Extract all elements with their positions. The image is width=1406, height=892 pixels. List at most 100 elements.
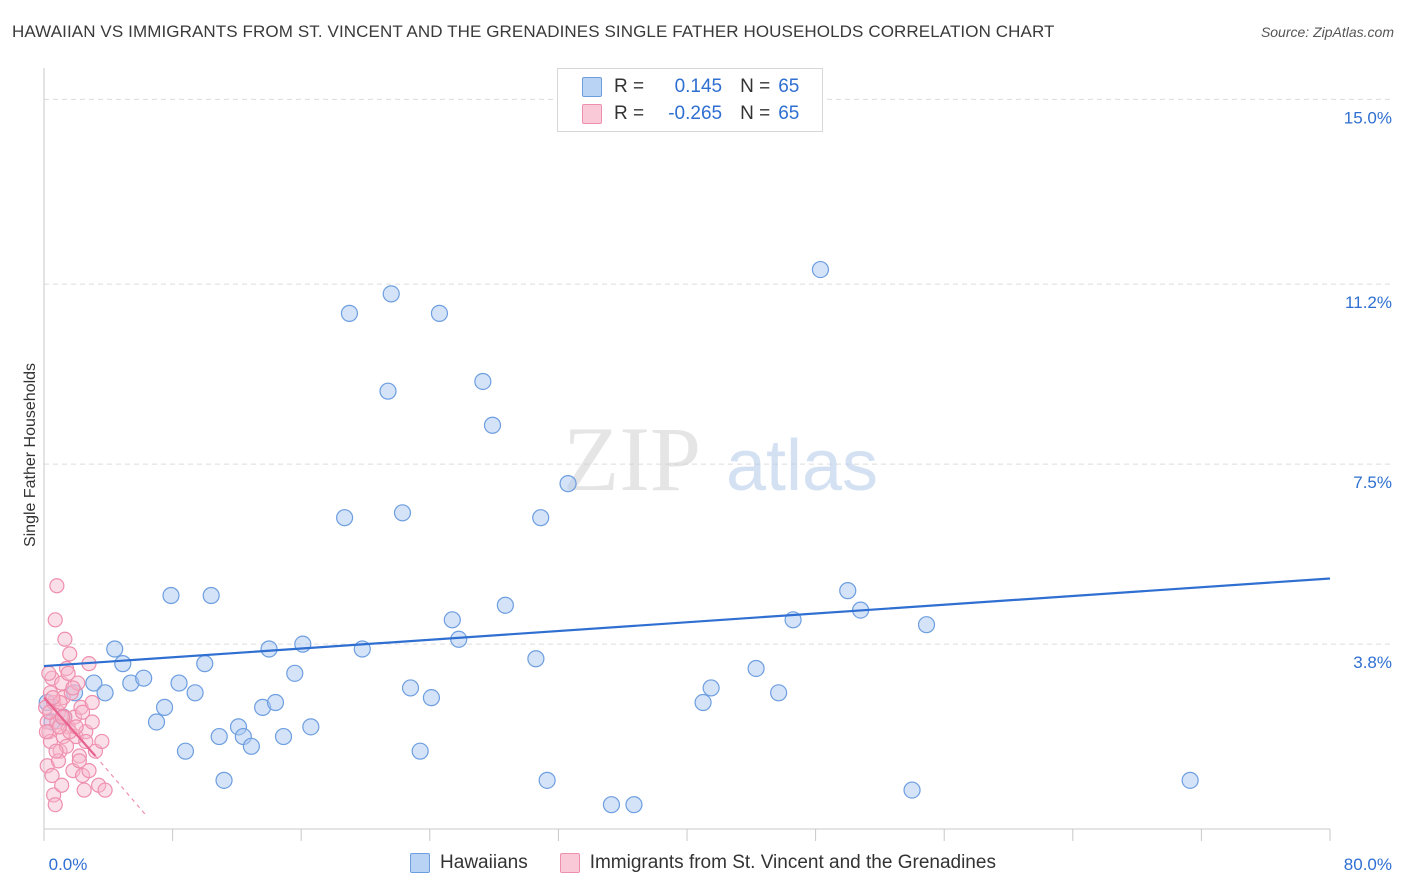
watermark-zip: ZIP [563, 408, 701, 510]
immigrants-point [74, 704, 91, 720]
immigrants-point [84, 694, 100, 711]
chart-title: HAWAIIAN VS IMMIGRANTS FROM ST. VINCENT … [12, 22, 1055, 41]
hawaiians-trend-line [43, 577, 1331, 668]
immigrants-point [60, 665, 76, 681]
hawaiians-point [382, 285, 400, 303]
legend-n-value: 65 [778, 76, 800, 97]
watermark: ZIP atlas [563, 408, 878, 510]
hawaiians-point [430, 304, 449, 322]
axis-labels: 3.8% 7.5% 11.2% 15.0% 0.0% 80.0% Single Father… [22, 108, 1392, 874]
series-legend: Hawaiians Immigrants from St. Vincent an… [0, 852, 1406, 874]
hawaiians-point [527, 650, 545, 668]
immigrants-point [42, 704, 58, 720]
legend-n-label: N = [740, 103, 771, 124]
immigrants-point [97, 782, 113, 798]
immigrants-point [47, 612, 63, 628]
hawaiians-point [170, 674, 188, 692]
series-legend-immigrants: Immigrants from St. Vincent and the Gren… [559, 852, 996, 874]
immigrants-point [57, 631, 73, 647]
hawaiians-point [162, 586, 180, 605]
immigrants-point [50, 753, 67, 769]
legend-n-label: N = [740, 76, 771, 97]
legend-row-hawaiians: R = 0.145 N = 65 [582, 74, 817, 100]
hawaiians-point [196, 655, 214, 673]
hawaiians-point [96, 684, 114, 702]
legend-swatch-blue [582, 77, 602, 97]
immigrants-trend-line [43, 696, 97, 757]
hawaiians-point [135, 669, 153, 687]
legend-swatch-pink [582, 104, 602, 124]
y-axis-title: Single Father Households [22, 363, 39, 547]
hawaiians-point [559, 475, 577, 493]
legend-r-label: R = [614, 76, 645, 97]
hawaiians-point [260, 640, 278, 658]
hawaiians-point [811, 260, 830, 279]
source-credit: Source: ZipAtlas.com [1260, 24, 1394, 40]
series-label-immigrants: Immigrants from St. Vincent and the Gren… [589, 852, 996, 873]
hawaiians-point [839, 582, 857, 600]
hawaiians-point [903, 781, 921, 799]
series-label-hawaiians: Hawaiians [440, 852, 528, 873]
immigrants-point [62, 646, 78, 662]
hawaiians-point [538, 771, 556, 789]
hawaiians-point [336, 509, 354, 527]
series-swatch-pink [559, 853, 580, 873]
immigrants-point [51, 719, 67, 735]
immigrants-point [41, 665, 57, 681]
hawaiians-point [274, 727, 293, 746]
immigrants-point [44, 767, 60, 784]
hawaiians-point [176, 742, 195, 760]
x-tick-label-max: 80.0% [1344, 855, 1392, 874]
hawaiians-point [186, 684, 204, 702]
legend-row-immigrants: R = -0.265 N = 65 [582, 101, 817, 127]
y-tick-label: 3.8% [1353, 653, 1392, 672]
series-legend-hawaiians: Hawaiians [410, 852, 528, 874]
hawaiians-point [770, 684, 788, 702]
hawaiians-point [401, 679, 420, 697]
y-tick-label: 7.5% [1353, 473, 1392, 492]
hawaiians-point [1181, 771, 1199, 789]
hawaiians-point [393, 504, 412, 522]
trend-lines [43, 577, 1331, 815]
hawaiians-point [106, 640, 124, 658]
legend-r-value: -0.265 [668, 103, 723, 124]
immigrants-point [68, 719, 84, 735]
immigrants-point [49, 578, 65, 594]
hawaiians-point [483, 416, 502, 434]
hawaiians-point [210, 727, 228, 746]
hawaiians-point [917, 616, 936, 634]
watermark-atlas: atlas [726, 426, 878, 506]
hawaiians-point [443, 611, 461, 629]
hawaiians-point [155, 698, 174, 716]
hawaiians-point [379, 382, 397, 400]
immigrants-point [71, 748, 87, 764]
legend-n-value: 65 [778, 103, 800, 124]
hawaiians-point [702, 679, 720, 697]
hawaiians-point [302, 718, 320, 736]
hawaiians-point [625, 796, 643, 814]
hawaiians-point [496, 596, 514, 614]
legend-r-label: R = [614, 103, 645, 124]
hawaiians-point [747, 659, 765, 678]
immigrants-point [76, 782, 92, 798]
immigrants-point [38, 724, 55, 740]
hawaiians-point [85, 674, 103, 692]
hawaiians-point [242, 737, 260, 755]
hawaiians-point [286, 664, 304, 682]
hawaiians-point [411, 742, 429, 760]
hawaiians-point [602, 796, 621, 814]
immigrants-point [81, 763, 97, 779]
hawaiians-point [474, 372, 492, 391]
immigrants-point [84, 714, 100, 730]
y-tick-label: 15.0% [1344, 108, 1392, 127]
immigrants-point [78, 733, 94, 750]
hawaiians-point [215, 771, 233, 789]
correlation-legend: R = 0.145 N = 65 R = -0.265 N = 65 [557, 68, 823, 132]
immigrants-point [48, 743, 64, 759]
hawaiians-point [114, 655, 132, 673]
immigrants-point [71, 753, 87, 769]
immigrants-point [47, 797, 63, 813]
grid-lines [44, 98, 1392, 645]
legend-r-value: 0.145 [674, 76, 723, 97]
